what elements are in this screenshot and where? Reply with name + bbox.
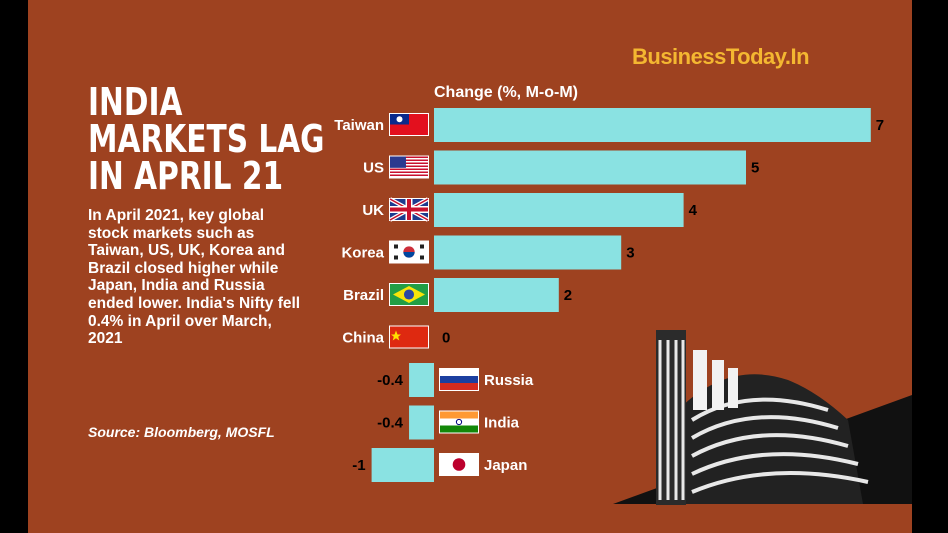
bar-brazil: [434, 278, 559, 312]
description: In April 2021, key global stock markets …: [88, 207, 301, 348]
category-label-russia: Russia: [484, 372, 534, 389]
us-flag-icon: [389, 155, 429, 179]
uk-flag-icon: [389, 197, 429, 222]
category-label-taiwan: Taiwan: [334, 117, 384, 134]
russia-flag-icon: [439, 368, 479, 391]
value-label-taiwan: 7: [876, 117, 884, 134]
bse-building-illustration: [613, 330, 912, 505]
bars-group: 7 Taiwan 5 US 4 UK 3 Korea 2 Brazil 0 China -0.4 Russ…: [334, 108, 884, 482]
brand-logo: BusinessToday.In: [632, 44, 810, 69]
value-label-us: 5: [751, 160, 759, 177]
value-label-india: -0.4: [377, 415, 404, 432]
value-label-uk: 4: [689, 202, 698, 219]
category-label-us: US: [363, 160, 384, 177]
category-label-brazil: Brazil: [343, 287, 384, 304]
headline-line-1: INDIA: [88, 80, 183, 124]
infographic-card: BusinessToday.In INDIA MARKETS LAG IN AP…: [28, 0, 912, 533]
bar-taiwan: [434, 108, 871, 142]
india-flag-icon: [439, 410, 479, 434]
japan-flag-icon: [439, 453, 479, 476]
chart-title: Change (%, M-o-M): [434, 84, 578, 101]
value-label-russia: -0.4: [377, 372, 404, 389]
category-label-uk: UK: [362, 202, 384, 219]
source-note: Source: Bloomberg, MOSFL: [88, 424, 275, 440]
bar-korea: [434, 235, 622, 270]
korea-flag-icon: [389, 240, 429, 264]
bar-russia: [409, 363, 434, 397]
bar-japan: [371, 448, 434, 482]
brazil-flag-icon: [389, 283, 429, 306]
china-flag-icon: [389, 325, 429, 349]
bar-chart: Change (%, M-o-M) 7 Taiwan 5 US 4 UK 3 Korea 2 Br…: [334, 84, 912, 505]
category-label-japan: Japan: [484, 457, 527, 474]
headline: INDIA MARKETS LAG IN APRIL 21: [88, 80, 325, 198]
value-label-china: 0: [442, 330, 450, 347]
bar-india: [409, 405, 434, 440]
value-label-japan: -1: [352, 457, 365, 474]
headline-line-3: IN APRIL 21: [88, 154, 284, 198]
value-label-brazil: 2: [564, 287, 572, 304]
value-label-korea: 3: [626, 245, 634, 262]
bar-us: [434, 150, 746, 185]
category-label-china: China: [342, 330, 384, 347]
category-label-korea: Korea: [341, 245, 384, 262]
category-label-india: India: [484, 415, 520, 432]
bar-uk: [434, 193, 684, 227]
taiwan-flag-icon: [389, 113, 429, 136]
headline-line-2: MARKETS LAG: [88, 117, 325, 161]
